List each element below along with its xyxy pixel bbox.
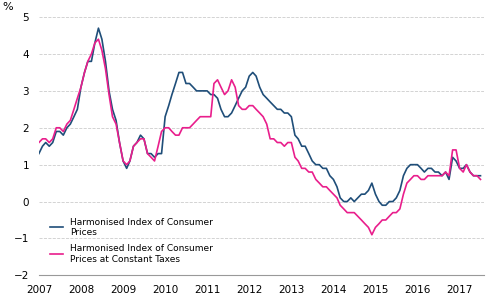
Line: Harmonised Index of Consumer
Prices at Constant Taxes: Harmonised Index of Consumer Prices at C… (39, 39, 481, 235)
Y-axis label: %: % (2, 2, 13, 12)
Line: Harmonised Index of Consumer
Prices: Harmonised Index of Consumer Prices (39, 28, 481, 205)
Legend: Harmonised Index of Consumer
Prices, Harmonised Index of Consumer
Prices at Cons: Harmonised Index of Consumer Prices, Har… (48, 216, 215, 266)
